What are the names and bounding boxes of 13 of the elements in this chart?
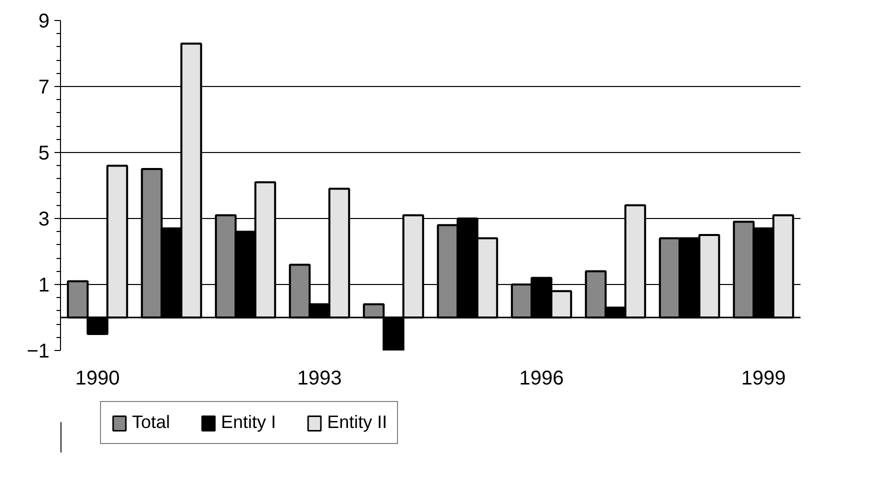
legend-label: Entity II [327,412,388,433]
x-tick-label: 1990 [75,368,120,390]
x-tick-label: 1996 [519,368,564,390]
legend-label: Entity I [221,412,276,433]
y-tick-label: 5 [38,142,50,164]
y-tick-label: 1 [38,274,50,296]
y-tick-label: 9 [38,10,50,32]
legend-label: Total [132,412,170,433]
x-tick-label: 1999 [741,368,786,390]
y-tick-label: 7 [38,76,50,98]
x-tick-label: 1993 [297,368,342,390]
y-tick-label: 3 [38,208,50,230]
y-tick-label: −1 [26,340,50,362]
